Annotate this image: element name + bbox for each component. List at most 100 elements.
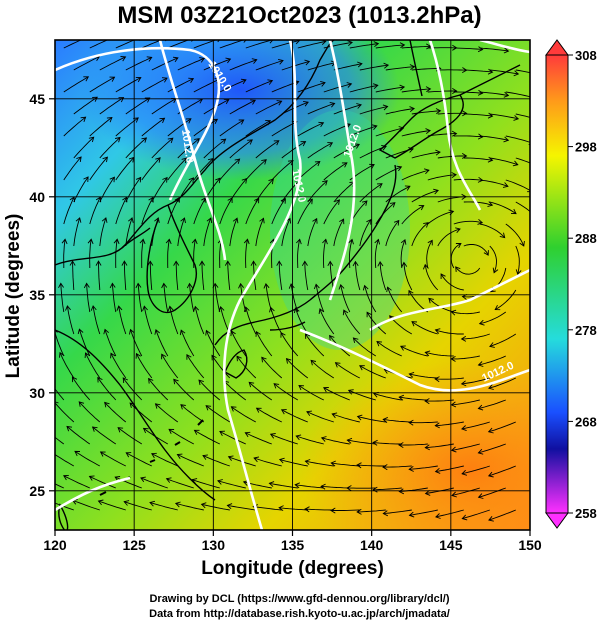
streamline — [280, 332, 299, 357]
streamline — [161, 353, 179, 379]
streamline — [489, 201, 517, 214]
streamline — [136, 353, 153, 379]
streamline-arrow — [76, 156, 82, 162]
streamline-arrow — [83, 176, 89, 183]
streamline — [169, 306, 179, 335]
streamline — [281, 179, 301, 203]
streamline-arrow — [118, 97, 125, 103]
streamline-arrow — [303, 100, 309, 107]
streamline-arrow — [106, 116, 113, 123]
streamline-arrow — [180, 404, 186, 410]
streamline-arrow — [492, 267, 499, 274]
streamline — [435, 421, 464, 427]
streamline — [175, 502, 204, 511]
streamline — [321, 437, 350, 445]
streamline — [89, 196, 101, 225]
streamline — [115, 239, 118, 269]
streamline-arrow — [241, 177, 248, 184]
streamline-arrow — [47, 377, 52, 382]
streamline — [409, 509, 438, 516]
streamline — [488, 465, 516, 477]
streamline-arrow — [55, 401, 59, 407]
streamline-arrow — [123, 500, 130, 506]
streamline — [229, 59, 257, 71]
streamline — [248, 381, 273, 401]
streamline — [463, 201, 493, 206]
streamline — [450, 243, 462, 269]
colorbar-bottom-triangle — [545, 512, 569, 529]
streamline — [307, 102, 335, 115]
streamline-arrow — [83, 282, 90, 289]
streamline — [281, 218, 291, 247]
streamline-arrow — [440, 273, 446, 279]
streamline-arrow — [248, 381, 255, 388]
streamline-arrow — [167, 305, 174, 312]
streamline — [411, 321, 438, 335]
streamline — [255, 218, 264, 247]
streamline-arrow — [240, 78, 247, 85]
streamline — [375, 127, 404, 137]
streamline-arrow — [503, 47, 510, 54]
chart-title: MSM 03Z21Oct2023 (1013.2hPa) — [117, 2, 482, 29]
streamline — [173, 379, 195, 401]
streamline — [214, 283, 221, 313]
x-axis-label: Longitude (degrees) — [201, 558, 384, 579]
streamline — [193, 197, 207, 225]
streamline-arrow — [174, 501, 181, 508]
streamline — [271, 198, 286, 225]
streamline — [167, 157, 187, 181]
streamline — [130, 329, 143, 357]
streamline — [453, 178, 483, 181]
streamline-arrow — [165, 238, 172, 245]
streamline — [125, 137, 147, 159]
streamline-arrow — [334, 199, 340, 205]
streamline-arrow — [243, 238, 250, 245]
streamline — [359, 64, 389, 71]
streamline — [151, 177, 168, 203]
streamline — [110, 353, 127, 379]
streamline-arrow — [488, 384, 494, 390]
streamline — [255, 100, 282, 115]
streamline — [227, 504, 256, 511]
streamline — [104, 329, 117, 357]
streamline-arrow — [346, 82, 353, 88]
streamline — [271, 160, 294, 181]
streamline-arrow — [268, 178, 274, 185]
streamline-arrow — [63, 474, 69, 481]
streamline — [398, 443, 428, 446]
streamline — [97, 377, 117, 401]
streamline — [461, 421, 490, 430]
streamline-arrow — [41, 426, 46, 431]
streamline-arrow — [227, 455, 234, 461]
streamline-arrow — [294, 482, 300, 489]
streamline — [137, 283, 143, 313]
streamline — [451, 443, 480, 451]
streamline-arrow — [304, 506, 310, 513]
streamline — [332, 413, 360, 423]
streamline-arrow — [487, 471, 494, 478]
streamline — [151, 453, 178, 467]
streamline — [298, 385, 324, 401]
streamline-arrow — [133, 117, 139, 123]
streamline — [354, 261, 361, 291]
streamline — [409, 373, 438, 379]
streamline-arrow — [455, 227, 461, 233]
streamline — [78, 401, 101, 423]
streamline-arrow — [144, 97, 151, 103]
streamline — [297, 40, 326, 49]
streamline-arrow — [460, 380, 467, 387]
streamline-arrow — [451, 130, 458, 137]
streamline-arrow — [263, 283, 270, 289]
streamline-arrow — [97, 499, 104, 506]
streamline-arrow — [179, 329, 186, 336]
streamline — [359, 106, 388, 115]
streamline-arrow — [450, 401, 457, 408]
streamline-arrow — [58, 282, 64, 289]
streamline-arrow — [411, 321, 418, 327]
streamline-arrow — [409, 106, 415, 113]
streamline-arrow — [102, 156, 108, 163]
streamline-arrow — [427, 239, 433, 246]
streamline-arrow — [425, 86, 432, 93]
streamline — [141, 117, 165, 137]
streamline-arrow — [199, 57, 206, 63]
